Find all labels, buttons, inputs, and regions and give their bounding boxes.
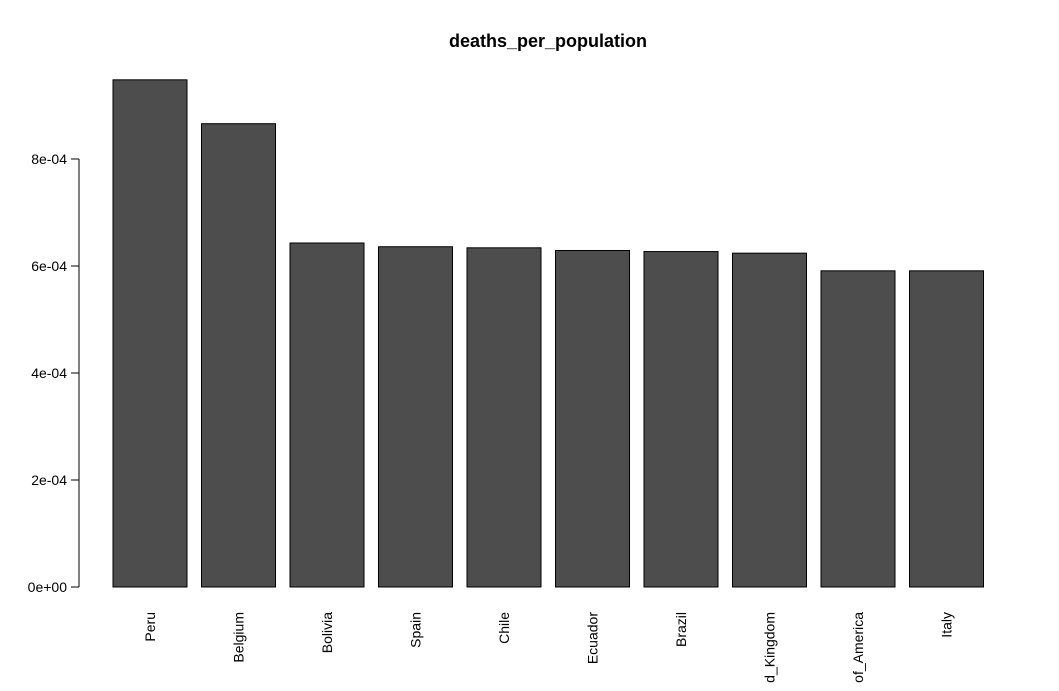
bar bbox=[732, 252, 807, 588]
y-tick-label: 4e-04 bbox=[31, 365, 67, 381]
x-category-label: Brazil bbox=[673, 612, 689, 647]
x-category-label: Peru bbox=[142, 612, 158, 642]
bar bbox=[201, 123, 276, 588]
x-category-label: d_Kingdom bbox=[762, 612, 778, 683]
y-tick-label: 6e-04 bbox=[31, 258, 67, 274]
y-tick-label: 0e+00 bbox=[28, 579, 68, 595]
bar bbox=[643, 251, 719, 588]
x-category-label: of_America bbox=[850, 612, 866, 683]
bar bbox=[909, 270, 984, 588]
x-category-label: Spain bbox=[408, 612, 424, 648]
bar bbox=[820, 270, 896, 588]
bar bbox=[289, 242, 365, 588]
chart-title: deaths_per_population bbox=[449, 31, 647, 51]
x-category-label: Bolivia bbox=[319, 612, 335, 653]
x-category-label: Belgium bbox=[231, 612, 247, 663]
bar bbox=[555, 249, 630, 588]
category-labels: Peru Belgium Bolivia Spain Chile Ecuador Brazi… bbox=[142, 612, 955, 683]
x-category-label: Italy bbox=[939, 612, 955, 638]
bar bbox=[112, 79, 188, 588]
y-tick-label: 8e-04 bbox=[31, 151, 67, 167]
y-axis: 0e+00 2e-04 4e-04 6e-04 8e-04 bbox=[28, 151, 80, 595]
x-category-label: Chile bbox=[496, 612, 512, 644]
bars bbox=[112, 79, 984, 588]
x-category-label: Ecuador bbox=[585, 612, 601, 664]
y-tick-label: 2e-04 bbox=[31, 472, 67, 488]
bar bbox=[378, 246, 453, 588]
bar bbox=[466, 247, 542, 588]
